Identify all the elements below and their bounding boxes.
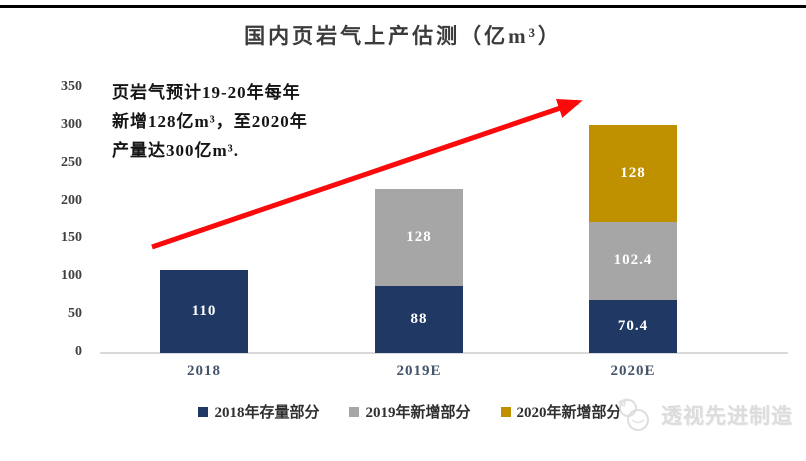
y-tick-label: 350 xyxy=(61,79,82,94)
x-axis-label: 2018 xyxy=(187,363,221,379)
annotation-line: 产量达300亿m³. xyxy=(112,141,240,160)
x-axis-label: 2020E xyxy=(610,363,656,379)
bar-segment: 128 xyxy=(375,189,463,287)
legend-label: 2019年新增部分 xyxy=(365,405,471,421)
y-tick-label: 250 xyxy=(61,154,82,170)
bar-segment-value: 88 xyxy=(410,311,428,328)
annotation-text: 页岩气预计19-20年每年 新增128亿m³，至2020年 产量达300亿m³. xyxy=(112,78,308,165)
annotation-line: 新增128亿m³，至2020年 xyxy=(112,112,308,131)
bar-segment-value: 128 xyxy=(406,229,432,246)
bar-segment-value: 70.4 xyxy=(617,317,649,334)
bar-segment: 88 xyxy=(375,286,463,353)
legend-swatch-icon xyxy=(500,406,511,417)
y-tick-label: 50 xyxy=(68,306,82,322)
x-axis-label: 2019E xyxy=(396,363,442,379)
legend-swatch-icon xyxy=(198,406,209,417)
y-tick-label: 150 xyxy=(61,230,82,246)
bar-segment: 70.4 xyxy=(589,299,677,353)
legend-item: 2020年新增部分 xyxy=(500,401,622,422)
watermark: 透视先进制造 xyxy=(616,398,793,432)
top-divider xyxy=(0,5,806,8)
bar-segment: 128 xyxy=(589,125,677,223)
y-tick-label: 0 xyxy=(75,344,82,359)
magnifier-logo-icon xyxy=(617,398,649,431)
bar-segment-value: 128 xyxy=(620,165,646,182)
bar-segment-value: 110 xyxy=(191,302,217,319)
bar-segment: 110 xyxy=(160,269,248,353)
chart-legend: 2018年存量部分 2019年新增部分 2020年新增部分 xyxy=(60,401,760,422)
legend-item: 2018年存量部分 xyxy=(198,401,319,422)
legend-swatch-icon xyxy=(349,406,360,417)
legend-item: 2019年新增部分 xyxy=(349,401,471,422)
legend-label: 2020年新增部分 xyxy=(516,405,622,421)
annotation-line: 页岩气预计19-20年每年 xyxy=(112,83,301,102)
watermark-label: 透视先进制造 xyxy=(661,404,793,428)
y-tick-label: 300 xyxy=(61,116,82,132)
bar-segment-value: 102.4 xyxy=(613,252,653,269)
chart-title: 国内页岩气上产估测（亿m³） xyxy=(244,24,562,48)
y-tick-label: 200 xyxy=(61,192,82,208)
bar-segment: 102.4 xyxy=(589,222,677,300)
y-tick-label: 100 xyxy=(61,268,82,284)
x-axis-baseline xyxy=(100,352,788,354)
legend-label: 2018年存量部分 xyxy=(214,405,320,421)
